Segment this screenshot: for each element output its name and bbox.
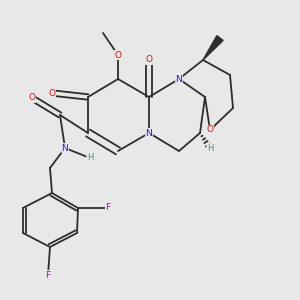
Text: O: O [146,56,152,64]
Text: F: F [45,271,51,280]
Text: F: F [105,203,111,212]
Text: H: H [87,154,93,163]
Text: N: N [146,128,152,137]
Text: O: O [206,125,214,134]
Text: H: H [207,143,213,152]
Text: O: O [115,50,122,59]
Text: N: N [176,74,182,83]
Polygon shape [203,36,223,60]
Text: O: O [28,94,35,103]
Text: N: N [61,143,68,152]
Text: O: O [49,88,56,98]
